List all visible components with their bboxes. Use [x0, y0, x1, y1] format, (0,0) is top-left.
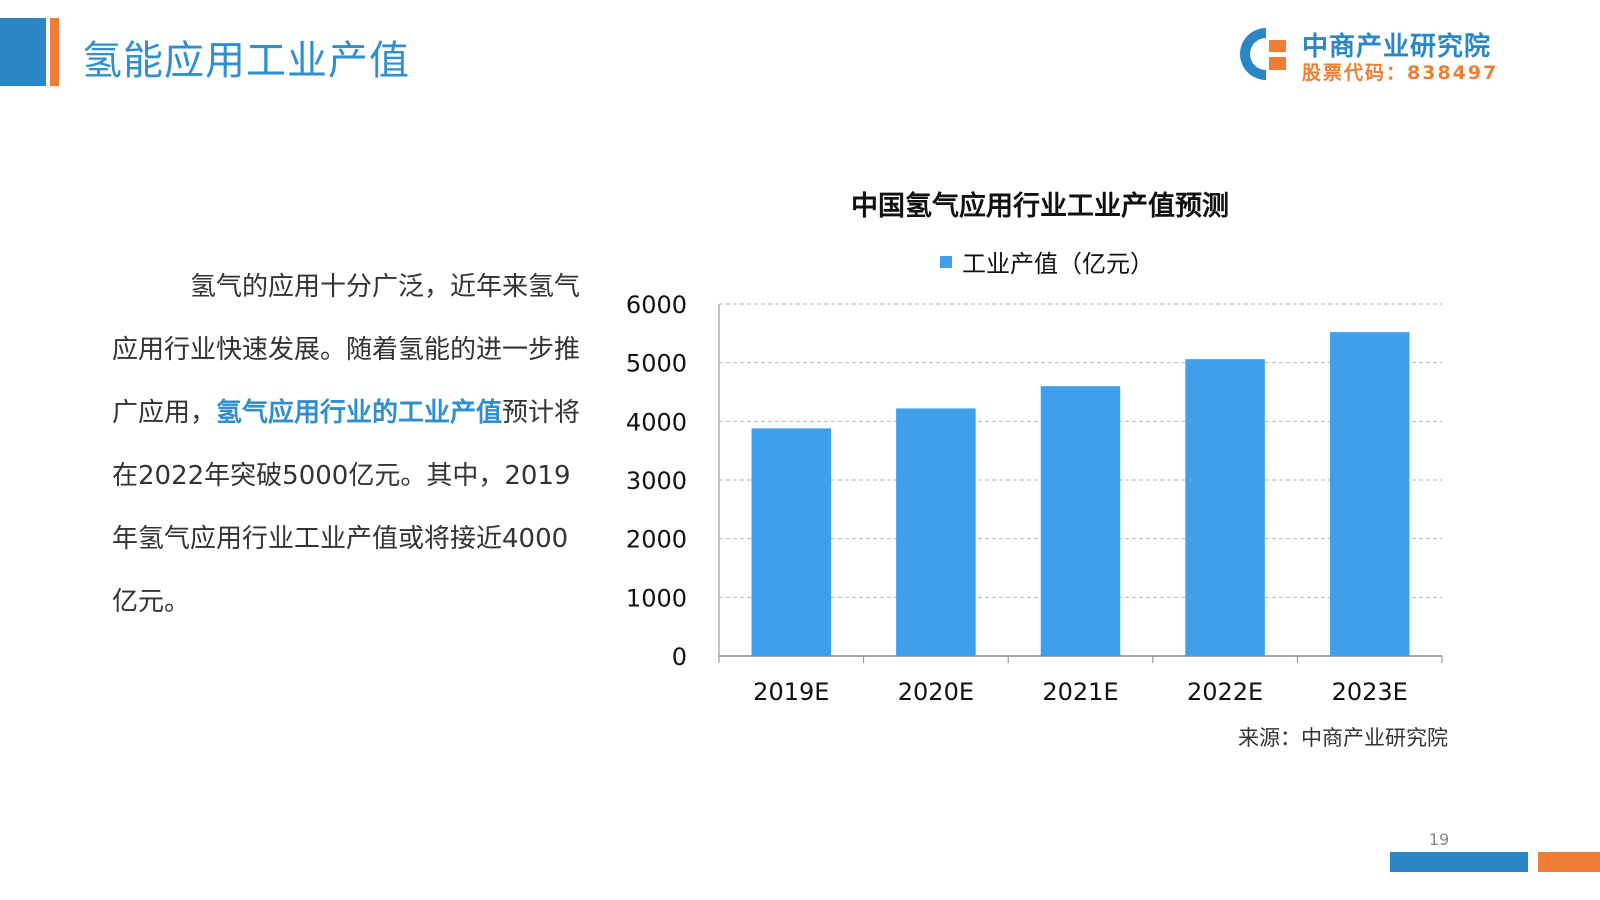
body-highlight: 氢气应用行业的工业产值 — [216, 398, 503, 428]
chart-title: 中国氢气应用行业工业产值预测 — [851, 191, 1229, 222]
x-tick-label: 2023E — [1332, 678, 1408, 706]
body-segment: 氢气的应用十分广泛，近年来氢气应用行业快速发展。随着氢能的进一步推广应用， — [112, 272, 581, 428]
y-tick-label: 2000 — [626, 526, 687, 554]
logo-name: 中商产业研究院 — [1302, 32, 1492, 62]
header-accent-orange — [50, 18, 59, 86]
bar-2019E — [751, 428, 832, 656]
x-tick-label: 2021E — [1042, 678, 1118, 706]
footer-accent-blue — [1390, 852, 1528, 872]
logo-c-icon — [1240, 28, 1292, 80]
bar-2023E — [1329, 332, 1410, 656]
y-tick-label: 6000 — [626, 291, 687, 319]
page-number: 19 — [1428, 830, 1450, 849]
body-paragraph: 氢气的应用十分广泛，近年来氢气应用行业快速发展。随着氢能的进一步推广应用，氢气应… — [112, 256, 588, 634]
footer-accent-orange — [1538, 852, 1600, 872]
chart-legend: 工业产值（亿元） — [940, 244, 1154, 279]
y-tick-label: 5000 — [626, 350, 687, 378]
x-tick-label: 2019E — [753, 678, 829, 706]
company-logo: 中商产业研究院 股票代码：838497 — [1236, 24, 1506, 84]
header-accent-blue — [0, 18, 46, 86]
x-tick-label: 2020E — [898, 678, 974, 706]
y-tick-label: 0 — [672, 643, 687, 671]
legend-label: 工业产值（亿元） — [962, 250, 1154, 278]
y-tick-label: 4000 — [626, 408, 687, 436]
source-note: 来源：中商产业研究院 — [1238, 726, 1448, 750]
bar-2020E — [896, 408, 976, 656]
body-segment: 预计将在2022年突破5000亿元。其中，2019年氢气应用行业工业产值或将接近… — [112, 398, 581, 617]
y-tick-label: 1000 — [626, 584, 687, 612]
bar-2021E — [1040, 386, 1121, 656]
x-tick-label: 2022E — [1187, 678, 1263, 706]
legend-swatch — [940, 255, 952, 268]
bar-2022E — [1185, 359, 1265, 656]
y-tick-label: 3000 — [626, 467, 687, 495]
page-title: 氢能应用工业产值 — [82, 38, 410, 84]
logo-stock-code: 股票代码：838497 — [1302, 62, 1499, 84]
bar-chart: 0 1000 2000 3000 4000 5000 6000 2019E 2020E 2021E… — [626, 291, 1443, 706]
